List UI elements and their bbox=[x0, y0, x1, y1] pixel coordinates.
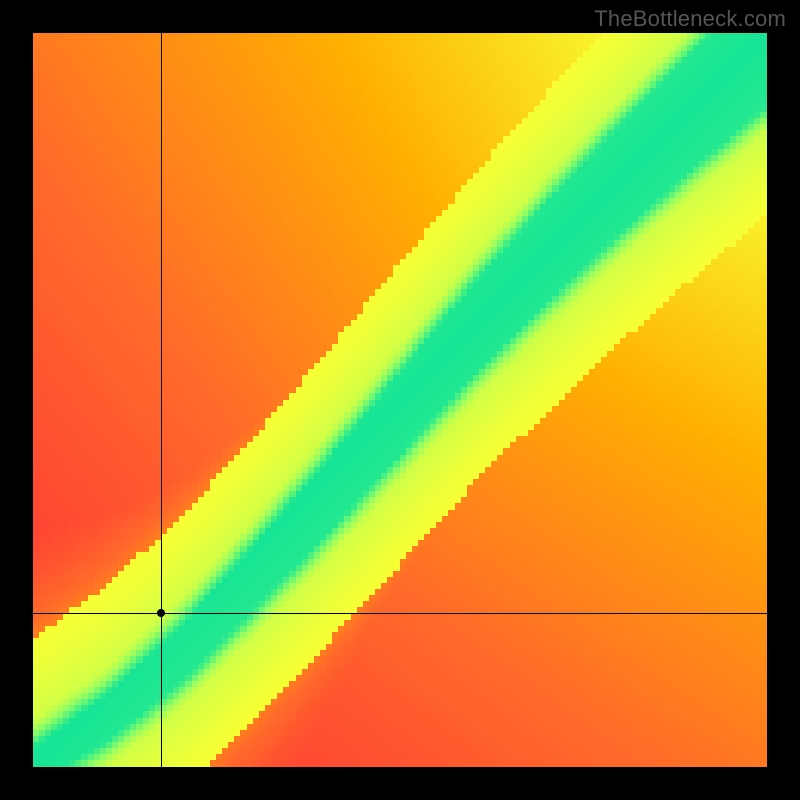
plot-frame bbox=[33, 33, 767, 767]
crosshair-vertical bbox=[161, 33, 162, 767]
crosshair-marker-dot bbox=[157, 609, 165, 617]
figure-stage: TheBottleneck.com bbox=[0, 0, 800, 800]
attribution-label: TheBottleneck.com bbox=[594, 6, 786, 32]
bottleneck-heatmap bbox=[33, 33, 767, 767]
crosshair-horizontal bbox=[33, 613, 767, 614]
